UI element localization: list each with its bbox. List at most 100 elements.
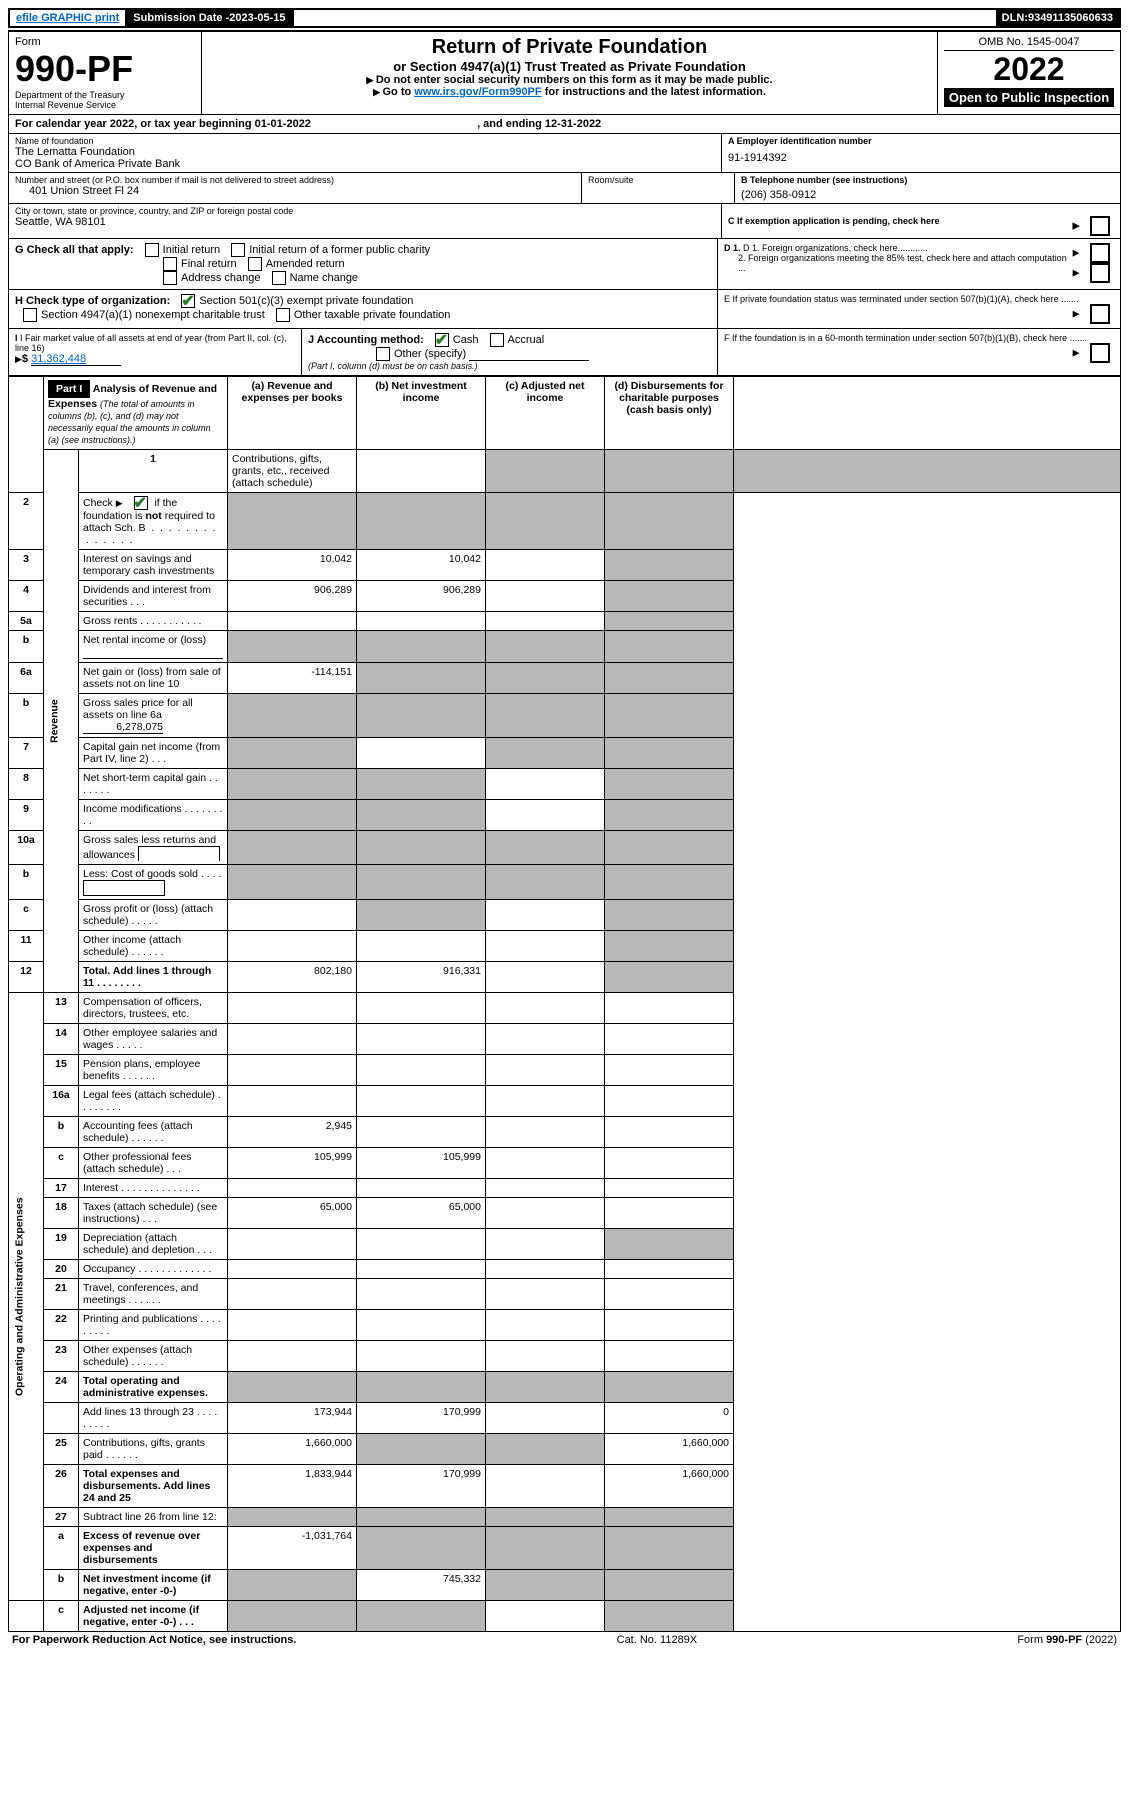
col-b: (b) Net investment income [357, 377, 486, 450]
city-value: Seattle, WA 98101 [15, 216, 715, 228]
g-addresschange-checkbox[interactable] [163, 271, 177, 285]
g-final-checkbox[interactable] [163, 257, 177, 271]
line-12: Total. Add lines 1 through 11 . . . . . … [79, 962, 228, 993]
d1-checkbox[interactable] [1090, 243, 1110, 263]
form-header: Form 990-PF Department of the Treasury I… [8, 30, 1121, 115]
ein-value: 91-1914392 [728, 152, 1114, 164]
part1-table: Part I Analysis of Revenue and Expenses … [8, 376, 1121, 1632]
line-10c: Gross profit or (loss) (attach schedule)… [79, 900, 228, 931]
section-g-d: G Check all that apply: Initial return I… [8, 239, 1121, 290]
address-row: Number and street (or P.O. box number if… [8, 173, 1121, 204]
e-text: E If private foundation status was termi… [718, 290, 1120, 328]
subtitle: or Section 4947(a)(1) Trust Treated as P… [208, 59, 931, 74]
line-10b: Less: Cost of goods sold . . . . [79, 865, 228, 900]
omb: OMB No. 1545-0047 [944, 36, 1114, 51]
line-16c: Other professional fees (attach schedule… [79, 1148, 228, 1179]
line-19: Depreciation (attach schedule) and deple… [79, 1229, 228, 1260]
j-row: J Accounting method: Cash Accrual [308, 333, 711, 347]
line-5b: Net rental income or (loss) [79, 631, 228, 663]
city-label: City or town, state or province, country… [15, 206, 715, 216]
tax-year: 2022 [944, 51, 1114, 88]
line-8: Net short-term capital gain . . . . . . … [79, 769, 228, 800]
i-label: I I Fair market value of all assets at e… [15, 333, 295, 353]
identity-row: Name of foundation The Lematta Foundatio… [8, 134, 1121, 173]
line-24: Total operating and administrative expen… [79, 1372, 228, 1403]
calendar-text: For calendar year 2022, or tax year begi… [15, 118, 601, 130]
addr-label: Number and street (or P.O. box number if… [15, 175, 575, 185]
line-25: Contributions, gifts, grants paid . . . … [79, 1434, 228, 1465]
line-27c: Adjusted net income (if negative, enter … [79, 1601, 228, 1632]
j-other: Other (specify) [308, 347, 711, 361]
city-row: City or town, state or province, country… [8, 204, 1121, 239]
line-6b: Gross sales price for all assets on line… [79, 694, 228, 738]
g-namechange-checkbox[interactable] [272, 271, 286, 285]
j-other-checkbox[interactable] [376, 347, 390, 361]
line-16a: Legal fees (attach schedule) . . . . . .… [79, 1086, 228, 1117]
addr-value: 401 Union Street Fl 24 [15, 185, 575, 197]
room-label: Room/suite [588, 175, 728, 185]
dept-line2: Internal Revenue Service [15, 100, 195, 110]
foundation-name-1: The Lematta Foundation [15, 146, 715, 158]
form-word: Form [15, 36, 195, 48]
calendar-row: For calendar year 2022, or tax year begi… [8, 115, 1121, 134]
line-6a: Net gain or (loss) from sale of assets n… [79, 663, 228, 694]
line-23: Other expenses (attach schedule) . . . .… [79, 1341, 228, 1372]
phone-label: B Telephone number (see instructions) [741, 175, 1114, 185]
ein-label: A Employer identification number [728, 136, 1114, 146]
j-cash-checkbox[interactable] [435, 333, 449, 347]
g-former-checkbox[interactable] [231, 243, 245, 257]
f-checkbox[interactable] [1090, 343, 1110, 363]
note-ssn: Do not enter social security numbers on … [208, 74, 931, 86]
d2-checkbox[interactable] [1090, 263, 1110, 283]
line-27: Subtract line 26 from line 12: [79, 1508, 228, 1527]
c-checkbox[interactable] [1090, 216, 1110, 236]
line-16b: Accounting fees (attach schedule) . . . … [79, 1117, 228, 1148]
line-5a: Gross rents . . . . . . . . . . . [79, 612, 228, 631]
line-4: Dividends and interest from securities .… [79, 581, 228, 612]
line-7: Capital gain net income (from Part IV, l… [79, 738, 228, 769]
g-row3: Address change Name change [15, 271, 711, 285]
submission-date: Submission Date - 2023-05-15 [127, 10, 293, 26]
line-2: Check ▶ if the foundation is not require… [79, 493, 228, 550]
line-15: Pension plans, employee benefits . . . .… [79, 1055, 228, 1086]
j-accrual-checkbox[interactable] [490, 333, 504, 347]
note-link: ▶ Go to www.irs.gov/Form990PF for instru… [208, 86, 931, 98]
i-value: ▶$ 31,362,448 [15, 353, 295, 366]
foundation-name-2: CO Bank of America Private Bank [15, 158, 715, 170]
revenue-label: Revenue [44, 450, 79, 993]
instructions-link[interactable]: www.irs.gov/Form990PF [414, 86, 541, 98]
section-ijf: I I Fair market value of all assets at e… [8, 329, 1121, 376]
line-20: Occupancy . . . . . . . . . . . . . [79, 1260, 228, 1279]
d1: D 1. D 1. Foreign organizations, check h… [724, 243, 1114, 253]
d2: 2. Foreign organizations meeting the 85%… [724, 253, 1114, 273]
schb-checkbox[interactable] [134, 496, 148, 510]
open-inspection: Open to Public Inspection [944, 88, 1114, 107]
g-amended-checkbox[interactable] [248, 257, 262, 271]
e-checkbox[interactable] [1090, 304, 1110, 324]
h-4947-checkbox[interactable] [23, 308, 37, 322]
line-10a: Gross sales less returns and allowances [79, 831, 228, 865]
h-501c3-checkbox[interactable] [181, 294, 195, 308]
h-other-checkbox[interactable] [276, 308, 290, 322]
c-label: C If exemption application is pending, c… [728, 216, 1114, 226]
form-number: 990-PF [15, 48, 195, 90]
phone-value: (206) 358-0912 [741, 189, 1114, 201]
expenses-label: Operating and Administrative Expenses [9, 993, 44, 1601]
line-27b: Net investment income (if negative, ente… [79, 1570, 228, 1601]
topbar: efile GRAPHIC print Submission Date - 20… [8, 8, 1121, 28]
line-1: Contributions, gifts, grants, etc., rece… [228, 450, 357, 493]
h-row: H Check type of organization: Section 50… [15, 294, 711, 308]
g-initial-checkbox[interactable] [145, 243, 159, 257]
line-22: Printing and publications . . . . . . . … [79, 1310, 228, 1341]
line-14: Other employee salaries and wages . . . … [79, 1024, 228, 1055]
col-c: (c) Adjusted net income [486, 377, 605, 450]
line-13: Compensation of officers, directors, tru… [79, 993, 228, 1024]
dept-line1: Department of the Treasury [15, 90, 195, 100]
footer-mid: Cat. No. 11289X [617, 1634, 698, 1646]
part1-label: Part I [48, 380, 90, 398]
efile-print[interactable]: efile GRAPHIC print [10, 10, 127, 26]
section-h-e: H Check type of organization: Section 50… [8, 290, 1121, 329]
f-text: F If the foundation is in a 60-month ter… [718, 329, 1120, 375]
line-3: Interest on savings and temporary cash i… [79, 550, 228, 581]
col-d: (d) Disbursements for charitable purpose… [605, 377, 734, 450]
